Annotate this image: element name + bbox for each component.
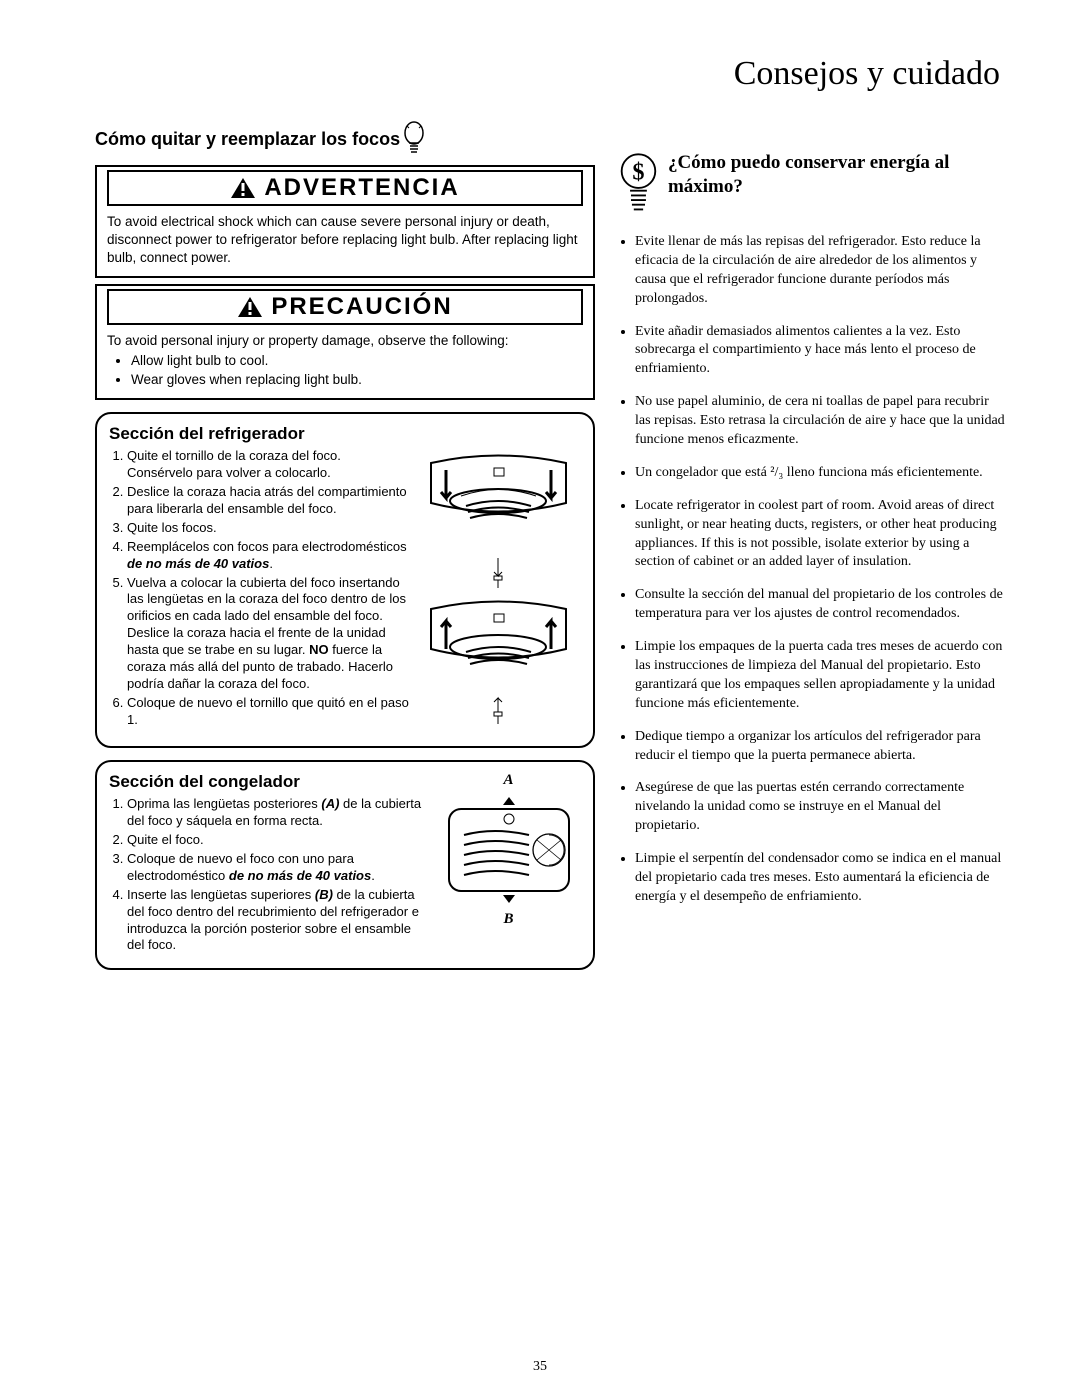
caution-label: PRECAUCIÓN	[271, 293, 452, 321]
list-item: Quite el tornillo de la coraza del foco.…	[127, 448, 410, 482]
fridge-panel: Sección del refrigerador Quite el tornil…	[95, 412, 595, 748]
caution-item: Wear gloves when replacing light bulb.	[131, 371, 583, 389]
freezer-steps: Oprima las lengüetas posteriores (A) de …	[127, 796, 430, 954]
warning-header: ADVERTENCIA	[107, 170, 583, 206]
label-a: A	[503, 772, 513, 789]
tip-item: Evite llenar de más las repisas del refr…	[635, 233, 1005, 309]
alert-icon	[230, 177, 256, 199]
warning-label: ADVERTENCIA	[264, 174, 459, 202]
page-title: Consejos y cuidado	[95, 55, 1005, 93]
caution-body: To avoid personal injury or property dam…	[97, 328, 593, 399]
tip-item: Asegúrese de que las puertas estén cerra…	[635, 779, 1005, 836]
svg-text:$: $	[632, 159, 644, 186]
tips-question: ¿Cómo puedo conservar energía al máximo?	[668, 151, 1005, 199]
list-item: Coloque de nuevo el tornillo que quitó e…	[127, 695, 410, 729]
page-number: 35	[0, 1359, 1080, 1375]
tip-item: Evite añadir demasiados alimentos calien…	[635, 323, 1005, 380]
tip-item: Limpie el serpentín del condensador como…	[635, 850, 1005, 907]
fridge-steps: Quite el tornillo de la coraza del foco.…	[127, 448, 410, 728]
right-column: $ ¿Cómo puedo conservar energía al máxim…	[617, 121, 1005, 970]
freezer-illustration: A B	[436, 772, 581, 956]
list-item: Quite los focos.	[127, 520, 410, 537]
warning-text: To avoid electrical shock which can caus…	[97, 209, 593, 276]
caution-list: Allow light bulb to cool. Wear gloves wh…	[131, 352, 583, 389]
tip-item: Dedique tiempo a organizar los artículos…	[635, 728, 1005, 766]
left-column: Cómo quitar y reemplazar los focos ADVER…	[95, 121, 595, 970]
caution-intro: To avoid personal injury or property dam…	[107, 333, 508, 348]
section-heading: Cómo quitar y reemplazar los focos	[95, 121, 595, 157]
tip-item: Consulte la sección del manual del propi…	[635, 586, 1005, 624]
list-item: Deslice la coraza hacia atrás del compar…	[127, 484, 410, 518]
list-item: Oprima las lengüetas posteriores (A) de …	[127, 796, 430, 830]
caution-box: PRECAUCIÓN To avoid personal injury or p…	[95, 284, 595, 401]
list-item: Inserte las lengüetas superiores (B) de …	[127, 887, 430, 955]
tip-item: Un congelador que está ²/₃ lleno funcion…	[635, 464, 1005, 483]
fridge-illustration	[416, 448, 581, 734]
list-item: Reemplácelos con focos para electrodomés…	[127, 539, 410, 573]
warning-box: ADVERTENCIA To avoid electrical shock wh…	[95, 165, 595, 278]
freezer-panel: Sección del congelador Oprima las lengüe…	[95, 760, 595, 970]
alert-icon	[237, 296, 263, 318]
list-item: Quite el foco.	[127, 832, 430, 849]
tip-item: Locate refrigerator in coolest part of r…	[635, 497, 1005, 573]
list-item: Coloque de nuevo el foco con uno para el…	[127, 851, 430, 885]
freezer-title: Sección del congelador	[109, 772, 430, 792]
tip-item: No use papel aluminio, de cera ni toalla…	[635, 393, 1005, 450]
tip-item: Limpie los empaques de la puerta cada tr…	[635, 638, 1005, 714]
caution-header: PRECAUCIÓN	[107, 289, 583, 325]
fridge-title: Sección del refrigerador	[109, 424, 581, 444]
list-item: Vuelva a colocar la cubierta del foco in…	[127, 575, 410, 693]
dollar-bulb-icon: $	[617, 151, 660, 223]
heading-text: Cómo quitar y reemplazar los focos	[95, 129, 400, 150]
tips-heading: $ ¿Cómo puedo conservar energía al máxim…	[617, 151, 1005, 223]
label-b: B	[503, 911, 513, 928]
caution-item: Allow light bulb to cool.	[131, 352, 583, 370]
lightbulb-icon	[402, 121, 426, 157]
tips-list: Evite llenar de más las repisas del refr…	[617, 233, 1005, 907]
